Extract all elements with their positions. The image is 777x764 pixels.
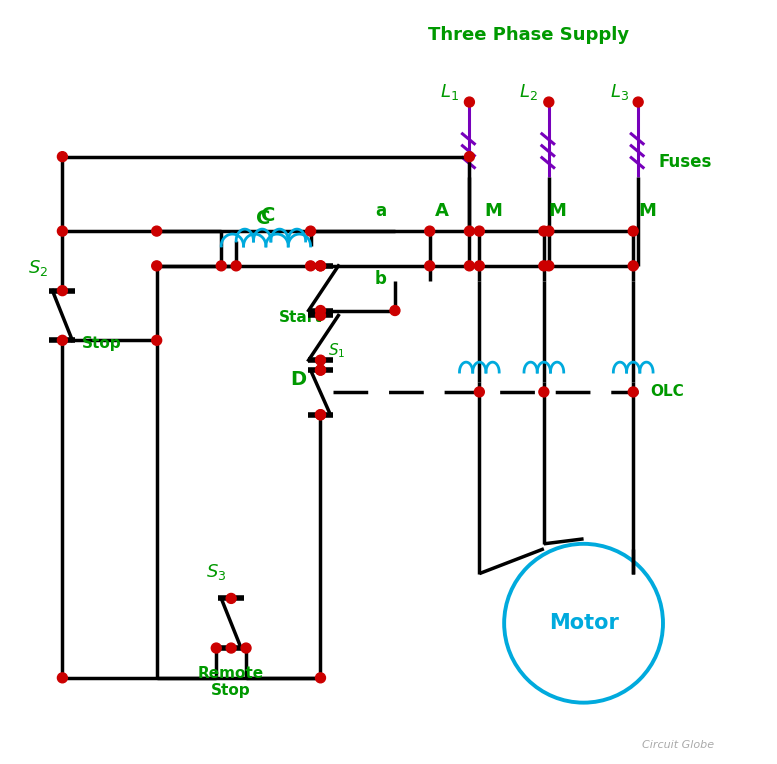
Circle shape	[57, 226, 68, 236]
Circle shape	[425, 226, 434, 236]
Circle shape	[539, 226, 549, 236]
Circle shape	[475, 226, 484, 236]
Circle shape	[57, 152, 68, 162]
Text: M: M	[549, 202, 566, 220]
Text: Three Phase Supply: Three Phase Supply	[428, 25, 629, 44]
Circle shape	[315, 306, 326, 316]
Text: $L_3$: $L_3$	[611, 82, 629, 102]
Circle shape	[216, 261, 226, 270]
Text: Remote
Stop: Remote Stop	[198, 666, 264, 698]
Circle shape	[305, 226, 315, 236]
Circle shape	[629, 387, 638, 397]
Text: Start: Start	[279, 310, 322, 325]
Circle shape	[57, 286, 68, 296]
Circle shape	[152, 226, 162, 236]
Circle shape	[465, 226, 475, 236]
Text: Motor: Motor	[549, 613, 618, 633]
Text: M: M	[484, 202, 502, 220]
Text: C: C	[261, 206, 275, 225]
Circle shape	[465, 152, 475, 162]
Circle shape	[305, 261, 315, 270]
Circle shape	[315, 410, 326, 419]
Circle shape	[226, 643, 236, 653]
Circle shape	[390, 306, 400, 316]
Circle shape	[152, 335, 162, 345]
Text: $L_2$: $L_2$	[519, 82, 538, 102]
Text: $S_2$: $S_2$	[28, 257, 48, 278]
Circle shape	[475, 387, 484, 397]
Circle shape	[152, 261, 162, 270]
Circle shape	[425, 261, 434, 270]
Circle shape	[315, 261, 326, 270]
Text: A: A	[434, 202, 448, 220]
Text: Stop: Stop	[82, 336, 122, 351]
Text: D: D	[291, 370, 307, 389]
Text: $L_1$: $L_1$	[440, 82, 458, 102]
Circle shape	[57, 673, 68, 683]
Circle shape	[226, 594, 236, 604]
Circle shape	[544, 261, 554, 270]
Circle shape	[315, 365, 326, 375]
Text: $S_1$: $S_1$	[329, 342, 346, 360]
Circle shape	[315, 673, 326, 683]
Circle shape	[629, 261, 638, 270]
Circle shape	[544, 97, 554, 107]
Circle shape	[231, 261, 241, 270]
Text: M: M	[638, 202, 656, 220]
Circle shape	[475, 261, 484, 270]
Circle shape	[465, 97, 475, 107]
Circle shape	[315, 261, 326, 270]
Circle shape	[315, 310, 326, 320]
Circle shape	[629, 226, 638, 236]
Circle shape	[544, 226, 554, 236]
Text: Circuit Globe: Circuit Globe	[642, 740, 714, 750]
Circle shape	[241, 643, 251, 653]
Circle shape	[315, 355, 326, 365]
Text: C: C	[256, 209, 270, 228]
Circle shape	[315, 410, 326, 419]
Circle shape	[539, 261, 549, 270]
Text: a: a	[375, 202, 386, 220]
Circle shape	[315, 365, 326, 375]
Circle shape	[633, 97, 643, 107]
Circle shape	[57, 335, 68, 345]
Text: $S_3$: $S_3$	[206, 562, 226, 581]
Text: OLC: OLC	[650, 384, 684, 400]
Circle shape	[539, 387, 549, 397]
Text: b: b	[375, 270, 387, 288]
Circle shape	[211, 643, 221, 653]
Circle shape	[465, 261, 475, 270]
Text: Fuses: Fuses	[658, 153, 712, 170]
